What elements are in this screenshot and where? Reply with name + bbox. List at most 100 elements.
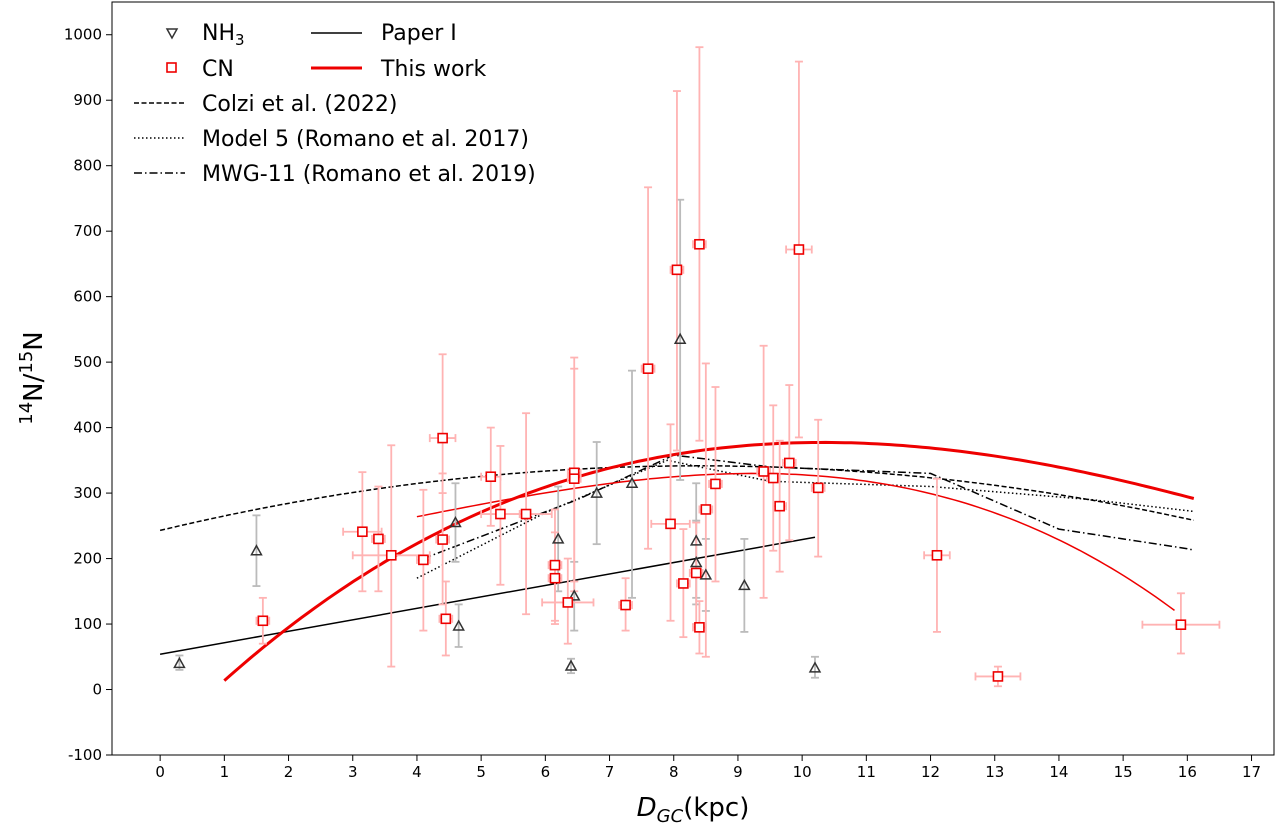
y-tick-label: 600 (73, 288, 102, 306)
cn-point (549, 559, 561, 571)
cn-point (700, 504, 712, 515)
cn-point (257, 615, 269, 627)
x-tick-label: 13 (985, 763, 1004, 781)
legend-thiswork-label: This work (380, 57, 486, 82)
nh3-point (590, 486, 603, 498)
cn-point (440, 613, 452, 625)
cn-point (665, 518, 676, 530)
legend: NH3 Paper I CN This work Colzi et al. (2… (134, 21, 536, 187)
legend-item-mwg11: MWG-11 (Romano et al. 2019) (134, 162, 536, 187)
y-tick-label: 200 (73, 550, 102, 568)
legend-model5-label: Model 5 (Romano et al. 2017) (202, 127, 529, 152)
cn-point (1175, 619, 1187, 630)
y-tick-label: 700 (73, 222, 102, 240)
cn-point (992, 671, 1004, 682)
x-tick-label: 0 (155, 763, 165, 781)
cn-point (758, 466, 769, 477)
cn-point (357, 526, 368, 538)
this-work-curve (223, 440, 1195, 682)
nh3-point (250, 544, 263, 556)
cn-point (549, 572, 561, 584)
x-tick-label: 3 (348, 763, 358, 781)
cn-point (678, 578, 689, 589)
x-tick-label: 11 (857, 763, 876, 781)
x-tick-label: 2 (284, 763, 294, 781)
data-markers (173, 238, 1187, 682)
cn-point (385, 549, 397, 561)
nh3-point (449, 516, 462, 528)
legend-cn-marker (166, 62, 177, 73)
y-tick-label: 300 (73, 484, 102, 502)
cn-point (690, 567, 702, 579)
legend-item-cn: CN (166, 57, 234, 82)
cn-point (373, 533, 384, 545)
cn-point (812, 482, 824, 494)
x-axis-ticks: 0 1 2 3 4 5 6 7 8 9 10 11 12 13 14 15 16 17 (155, 755, 1261, 781)
legend-colzi-label: Colzi et al. (2022) (202, 92, 397, 117)
legend-paper1-label: Paper I (381, 21, 457, 46)
cn-point (485, 471, 497, 483)
cn-point (418, 554, 429, 566)
cn-point (783, 457, 795, 469)
legend-cn-label: CN (202, 57, 234, 82)
legend-item-nh3: NH3 (165, 21, 245, 49)
nh3-point (567, 589, 581, 601)
cn-point (642, 363, 654, 374)
x-tick-label: 16 (1178, 763, 1197, 781)
mwg11-curve (423, 454, 1194, 560)
x-tick-label: 5 (476, 763, 486, 781)
cn-point (774, 500, 785, 512)
x-tick-label: 9 (733, 763, 743, 781)
nh3-point (564, 659, 578, 671)
legend-nh3-label: NH3 (202, 21, 245, 49)
x-tick-label: 14 (1049, 763, 1068, 781)
legend-item-model5: Model 5 (Romano et al. 2017) (134, 127, 529, 152)
legend-item-this-work: This work (311, 57, 486, 82)
cn-point (437, 534, 448, 545)
cn-point (793, 244, 805, 255)
cn-point (520, 508, 532, 520)
cn-point (694, 238, 705, 250)
nh3-point (808, 661, 822, 673)
nh3-point (625, 476, 639, 489)
cn-point (495, 508, 506, 520)
cn-point (437, 432, 448, 444)
y-axis-ticks: -100 0 100 200 300 400 500 600 700 800 900 1000 (64, 26, 112, 764)
y-tick-label: 800 (73, 157, 102, 175)
model-curves (159, 440, 1195, 682)
x-tick-label: 10 (793, 763, 812, 781)
x-tick-label: 15 (1114, 763, 1133, 781)
nh3-point (699, 568, 713, 580)
x-tick-label: 7 (605, 763, 615, 781)
x-tick-label: 1 (220, 763, 230, 781)
nh3-point (738, 578, 751, 591)
cn-point (671, 264, 683, 276)
legend-mwg11-label: MWG-11 (Romano et al. 2019) (202, 162, 536, 187)
y-tick-label: 1000 (64, 26, 102, 44)
cn-point (710, 478, 721, 490)
cn-point (767, 472, 779, 484)
x-tick-label: 4 (412, 763, 422, 781)
y-axis-title: 14N/15N (16, 331, 49, 424)
nh3-point (452, 619, 465, 631)
y-tick-label: 400 (73, 419, 102, 437)
y-tick-label: -100 (68, 746, 102, 764)
y-tick-label: 0 (92, 681, 102, 699)
x-tick-label: 8 (669, 763, 679, 781)
x-tick-label: 6 (541, 763, 551, 781)
legend-item-paper1: Paper I (311, 21, 457, 46)
cn-point (931, 549, 943, 561)
nh3-point (689, 534, 703, 546)
nh3-point (551, 532, 565, 544)
legend-item-colzi: Colzi et al. (2022) (134, 92, 397, 117)
y-tick-label: 500 (73, 353, 102, 371)
y-tick-label: 100 (73, 615, 102, 633)
nh3-point (173, 656, 186, 669)
this-work-thin-curve (416, 472, 1175, 612)
nh3-point (673, 332, 687, 344)
x-axis-title: DGC(kpc) (637, 793, 750, 826)
cn-point (620, 599, 631, 611)
cn-point (694, 622, 705, 633)
cn-point (562, 597, 574, 608)
